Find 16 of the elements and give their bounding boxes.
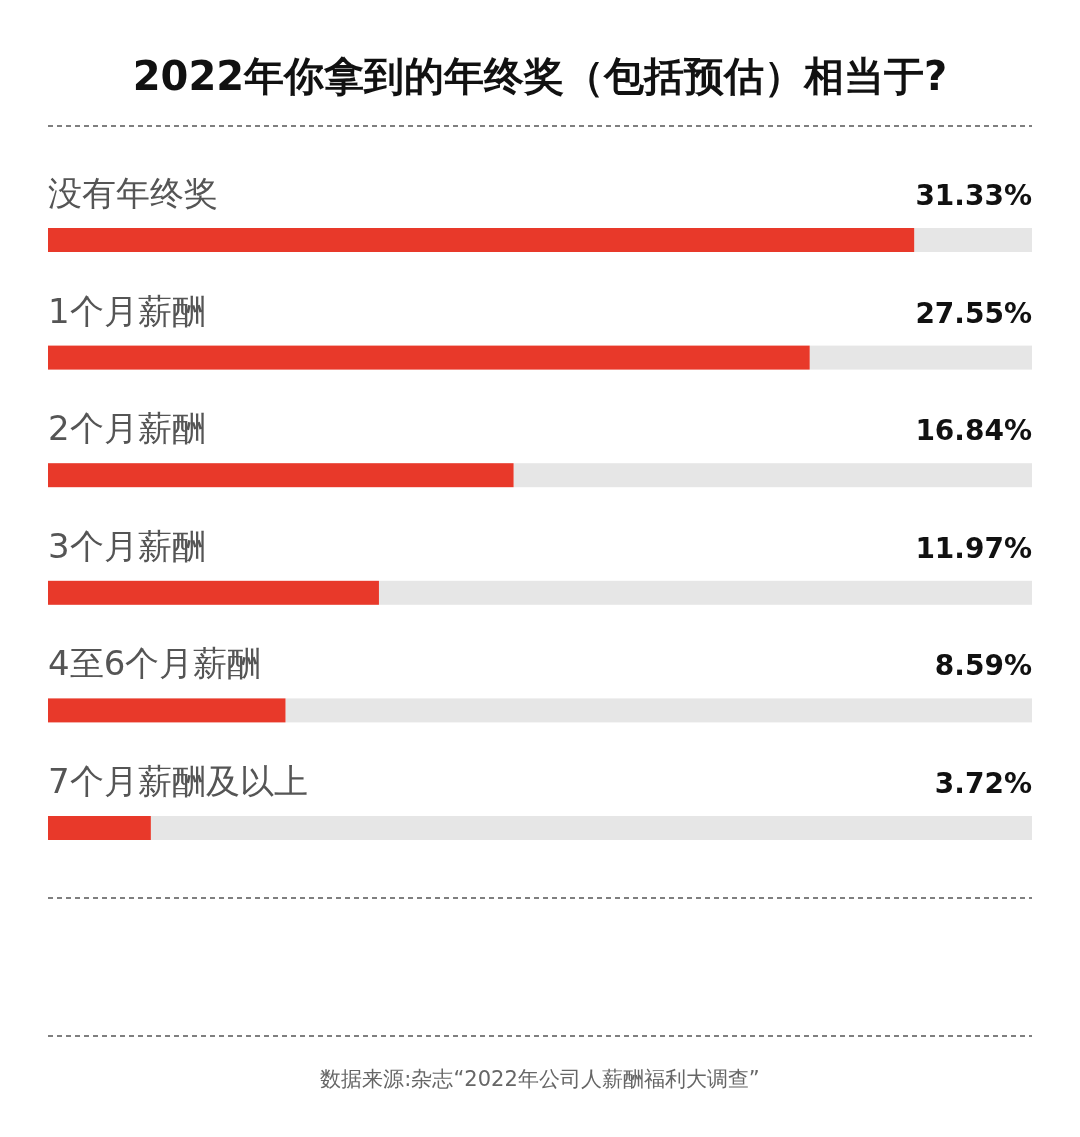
data-label: 27.55% xyxy=(915,296,1032,330)
data-label: 3.72% xyxy=(934,767,1032,800)
y-tick-label: 1个月薪酬 xyxy=(48,290,206,331)
y-tick-label: 7个月薪酬及以上 xyxy=(48,761,308,801)
y-tick-label: 没有年终奖 xyxy=(48,173,218,213)
y-tick-label: 3个月薪酬 xyxy=(48,525,206,566)
data-label: 16.84% xyxy=(915,414,1032,448)
bar xyxy=(48,816,151,840)
chart-title: 2022年你拿到的年终奖（包括预估）相当于? xyxy=(132,53,948,99)
source-note: 数据来源:杂志“2022年公司人薪酬福利大调查” xyxy=(320,1067,760,1091)
data-label: 8.59% xyxy=(934,649,1032,683)
y-tick-label: 2个月薪酬 xyxy=(48,408,206,449)
y-tick-label: 4至6个月薪酬 xyxy=(48,643,262,684)
data-label: 11.97% xyxy=(915,531,1032,565)
bar xyxy=(48,698,286,723)
data-label: 31.33% xyxy=(915,179,1032,212)
